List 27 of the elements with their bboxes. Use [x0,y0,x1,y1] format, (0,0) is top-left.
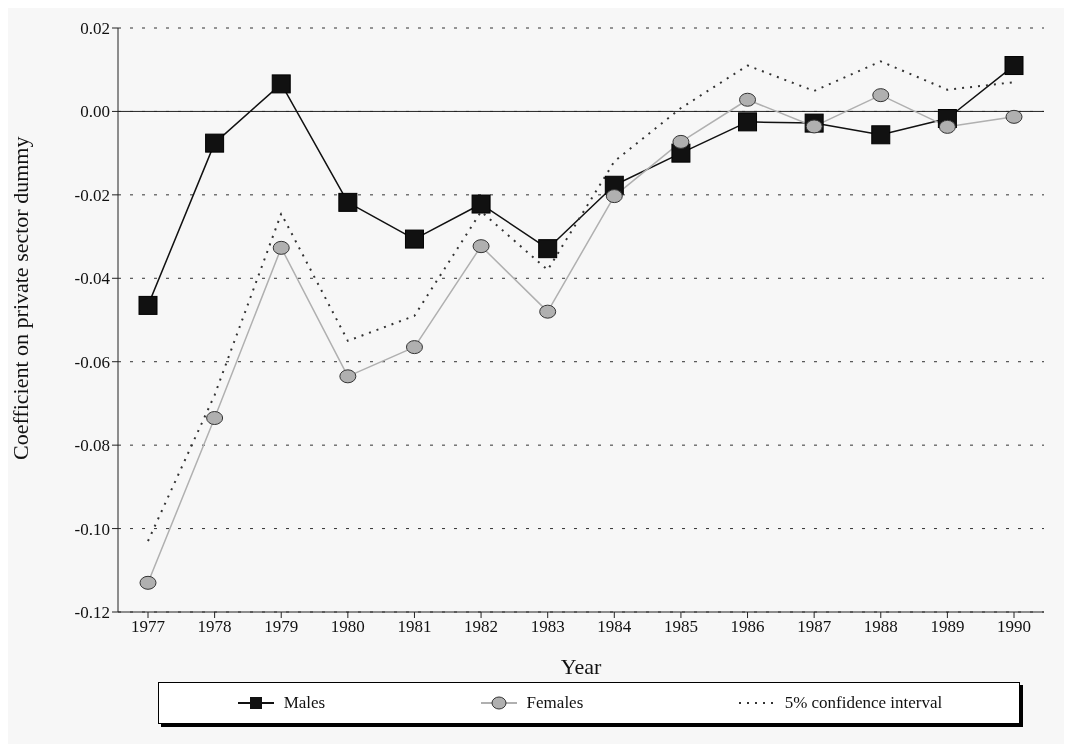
y-tick-label: -0.04 [74,269,111,289]
x-tick-label: 1981 [397,617,432,637]
y-tick-label: 0.02 [80,19,110,39]
y-tick-label: -0.06 [74,352,110,372]
x-tick-label: 1985 [663,617,698,637]
x-tick-label: 1983 [530,617,565,637]
y-tick-label: -0.02 [74,185,110,205]
y-axis-title: Coefficient on private sector dummy [7,136,33,460]
y-tick-label: -0.08 [74,436,110,456]
x-axis-title: Year [560,654,602,679]
y-tick-label: 0.00 [80,102,110,122]
x-tick-label: 1982 [464,617,499,637]
x-tick-label: 1978 [197,617,232,637]
x-tick-label: 1986 [730,617,765,637]
x-tick-label: 1987 [797,617,832,637]
legend-label: Males [282,693,326,713]
x-tick-label: 1977 [131,617,166,637]
x-tick-label: 1988 [863,617,898,637]
y-tick-label: -0.10 [74,519,110,539]
legend-label: Females [525,693,584,713]
x-tick-label: 1979 [264,617,299,637]
x-tick-label: 1980 [330,617,365,637]
legend-label: 5% confidence interval [783,693,943,713]
x-tick-label: 1989 [930,617,965,637]
x-tick-label: 1990 [997,617,1031,637]
x-tick-label: 1984 [597,617,632,637]
y-tick-label: -0.12 [74,603,110,623]
